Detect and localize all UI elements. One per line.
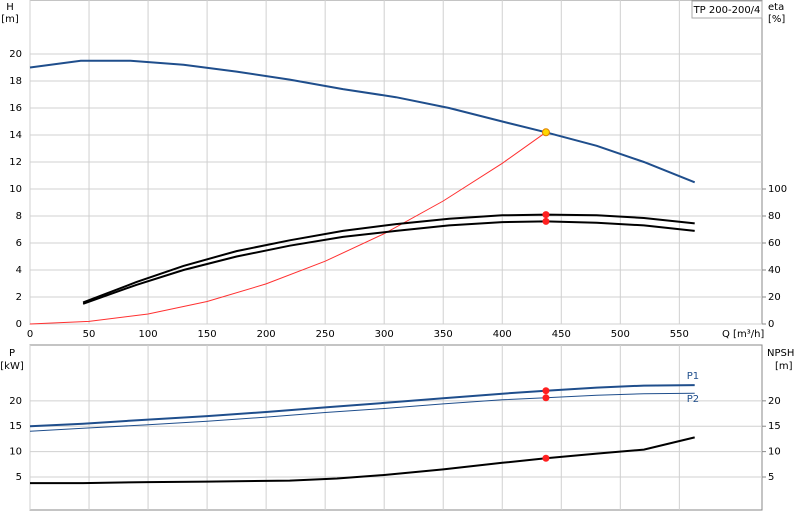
curve [29,384,695,428]
y-tick-label: 5 [16,472,22,483]
curve [29,59,696,184]
y2-tick-label: 15 [768,421,781,432]
y-tick-label: 12 [9,157,22,168]
y2-tick-label: 100 [768,184,787,195]
x-tick-label: 300 [375,329,394,340]
x-tick-label: 350 [434,329,453,340]
curve [30,436,695,485]
y-tick-label: 10 [9,184,22,195]
curve [82,213,695,304]
chart-title: TP 200-200/4 [693,5,761,16]
x-tick-label: 0 [27,329,33,340]
y2-axis-unit: [%] [768,14,785,25]
y-tick-label: 8 [16,211,22,222]
y-tick-label: 15 [9,421,22,432]
x-tick-label: 400 [493,329,512,340]
operating-point [542,211,550,219]
operating-point [542,454,550,462]
y-tick-label: 6 [16,238,22,249]
y-axis-label: P [9,348,15,359]
y2-tick-label: 60 [768,238,781,249]
y-tick-label: 18 [9,76,22,87]
y2-axis-label: eta [768,2,784,13]
x-tick-label: 500 [611,329,630,340]
x-tick-label: 450 [552,329,571,340]
curve [29,392,695,432]
y-tick-label: 2 [16,292,22,303]
curve [82,220,695,305]
y2-tick-label: 20 [768,396,781,407]
y2-axis-unit: [m] [775,361,793,372]
operating-point [542,217,550,225]
x-tick-label: 50 [83,329,96,340]
x-tick-label: 550 [670,329,689,340]
y2-tick-label: 10 [768,447,781,458]
y2-tick-label: 80 [768,211,781,222]
curve-label: P2 [687,394,699,405]
x-tick-label: 150 [198,329,217,340]
y2-tick-label: 40 [768,265,781,276]
x-axis-label: Q [m³/h] [722,329,764,340]
y2-tick-label: 0 [768,319,774,330]
y-axis-unit: [kW] [0,361,24,372]
y-tick-label: 20 [9,49,22,60]
curve-label: P1 [687,371,699,382]
y-tick-label: 14 [9,130,22,141]
curve [29,131,547,325]
plot-area [29,344,763,511]
x-tick-label: 250 [316,329,335,340]
y-tick-label: 0 [16,319,22,330]
y2-axis-label: NPSH [767,348,794,359]
y-axis-label: H [6,2,14,13]
x-tick-label: 100 [139,329,158,340]
y2-tick-label: 20 [768,292,781,303]
y-tick-label: 16 [9,103,22,114]
operating-point [542,394,550,402]
legend-box [691,0,763,19]
operating-point [542,387,550,395]
y-tick-label: 20 [9,396,22,407]
y2-tick-label: 5 [768,472,774,483]
y-tick-label: 10 [9,447,22,458]
operating-point [541,128,550,137]
x-tick-label: 200 [257,329,276,340]
y-axis-unit: [m] [1,14,19,25]
y-tick-label: 4 [16,265,22,276]
